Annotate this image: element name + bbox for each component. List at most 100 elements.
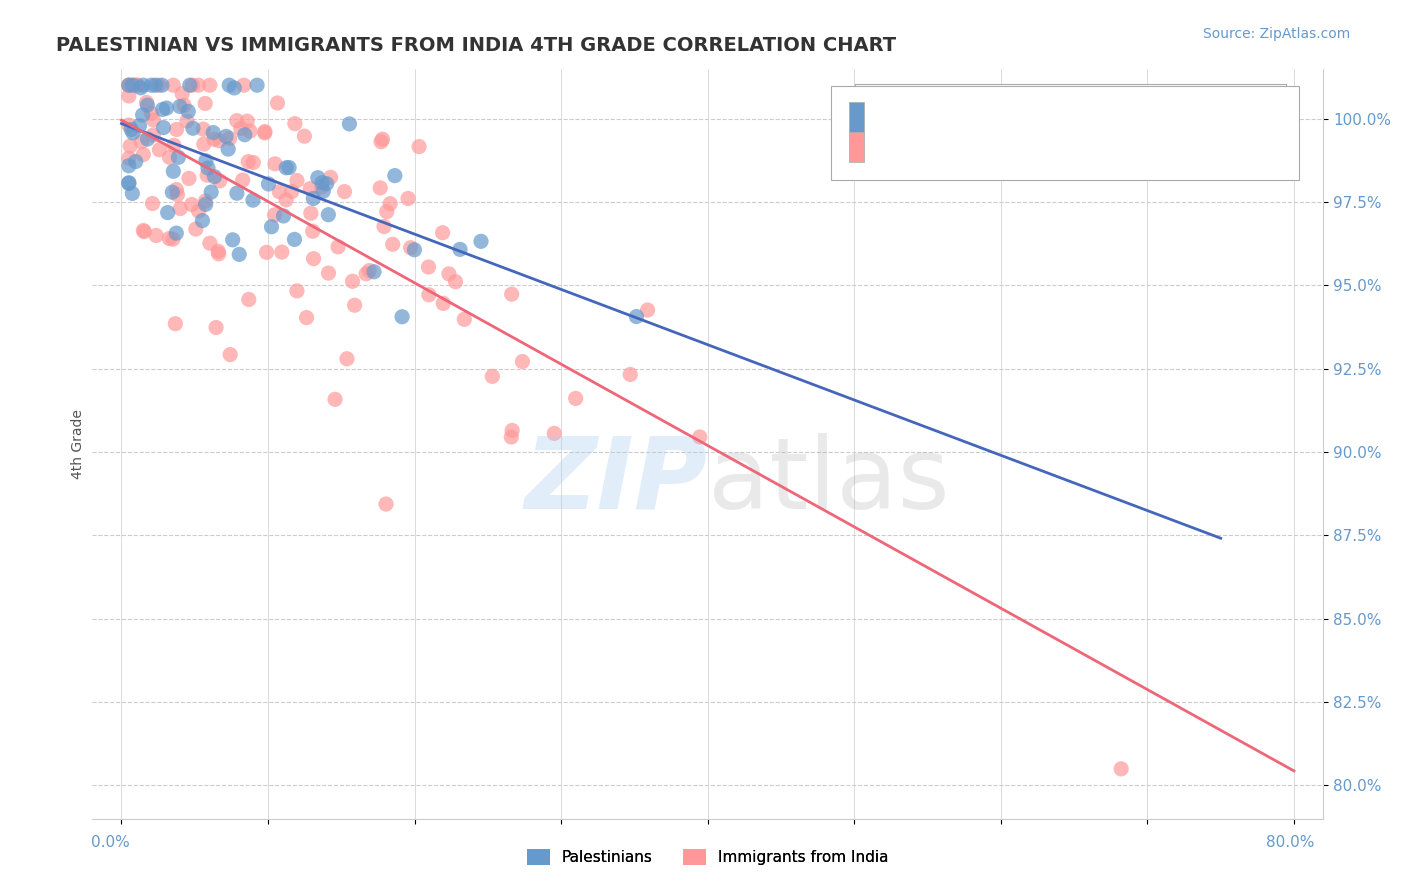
Palestinians [391, 310, 413, 324]
Immigrants from India [173, 98, 195, 112]
Palestinians [242, 193, 264, 207]
Palestinians [162, 164, 184, 178]
Immigrants from India [118, 151, 141, 165]
Immigrants from India [408, 139, 430, 153]
Palestinians [283, 232, 305, 246]
Immigrants from India [253, 126, 276, 140]
FancyBboxPatch shape [849, 103, 865, 132]
Palestinians [191, 213, 214, 227]
Immigrants from India [1109, 762, 1132, 776]
Palestinians [167, 150, 190, 164]
Palestinians [233, 128, 256, 142]
Immigrants from India [208, 134, 231, 148]
Palestinians [318, 208, 340, 222]
Immigrants from India [166, 122, 188, 136]
Immigrants from India [359, 263, 381, 277]
Immigrants from India [225, 113, 247, 128]
Text: 0.0%: 0.0% [91, 836, 131, 850]
Palestinians [118, 177, 141, 191]
Immigrants from India [336, 351, 359, 366]
Immigrants from India [232, 78, 254, 93]
Immigrants from India [205, 320, 228, 334]
Immigrants from India [299, 206, 322, 220]
Immigrants from India [118, 78, 141, 93]
Immigrants from India [194, 194, 217, 208]
Immigrants from India [229, 121, 252, 136]
Immigrants from India [501, 424, 523, 438]
Immigrants from India [270, 245, 292, 260]
Immigrants from India [125, 78, 148, 93]
Palestinians [152, 103, 174, 117]
Palestinians [128, 119, 150, 133]
Immigrants from India [375, 497, 398, 511]
Palestinians [194, 197, 217, 211]
Text: 80.0%: 80.0% [1267, 836, 1315, 850]
Palestinians [129, 80, 152, 95]
Immigrants from India [187, 204, 209, 219]
Palestinians [125, 154, 148, 169]
Immigrants from India [564, 392, 586, 406]
Palestinians [218, 78, 240, 93]
Palestinians [449, 243, 471, 257]
Palestinians [169, 99, 191, 113]
Immigrants from India [148, 143, 170, 157]
Immigrants from India [208, 174, 231, 188]
Immigrants from India [481, 369, 503, 384]
Immigrants from India [264, 157, 287, 171]
Immigrants from India [284, 117, 307, 131]
Immigrants from India [333, 185, 356, 199]
Immigrants from India [165, 183, 187, 197]
Immigrants from India [198, 78, 221, 93]
Palestinians [202, 126, 225, 140]
Immigrants from India [381, 237, 404, 252]
Immigrants from India [637, 303, 659, 318]
Immigrants from India [118, 78, 141, 93]
Immigrants from India [141, 106, 163, 120]
Text: atlas: atlas [707, 433, 949, 530]
Immigrants from India [238, 293, 260, 307]
Immigrants from India [343, 298, 366, 312]
Immigrants from India [396, 191, 419, 205]
Palestinians [156, 205, 179, 219]
Immigrants from India [193, 122, 215, 136]
Immigrants from India [418, 287, 440, 301]
Palestinians [136, 132, 159, 146]
Immigrants from India [256, 245, 278, 260]
Palestinians [197, 161, 219, 175]
Palestinians [225, 186, 247, 201]
Palestinians [121, 78, 143, 93]
Immigrants from India [368, 181, 391, 195]
Text: PALESTINIAN VS IMMIGRANTS FROM INDIA 4TH GRADE CORRELATION CHART: PALESTINIAN VS IMMIGRANTS FROM INDIA 4TH… [56, 36, 897, 54]
Immigrants from India [184, 222, 207, 236]
Immigrants from India [157, 231, 180, 245]
Immigrants from India [266, 95, 288, 110]
Immigrants from India [232, 173, 254, 187]
Immigrants from India [208, 247, 231, 261]
Immigrants from India [118, 89, 141, 103]
Immigrants from India [120, 139, 142, 153]
Immigrants from India [619, 368, 641, 382]
Palestinians [162, 185, 184, 199]
Palestinians [215, 129, 238, 144]
Palestinians [194, 153, 217, 168]
Immigrants from India [501, 430, 523, 444]
Immigrants from India [302, 252, 325, 266]
Immigrants from India [131, 135, 153, 149]
Immigrants from India [176, 114, 198, 128]
Immigrants from India [134, 225, 156, 239]
Immigrants from India [373, 219, 395, 234]
Immigrants from India [295, 310, 318, 325]
Immigrants from India [194, 96, 217, 111]
Immigrants from India [172, 87, 194, 101]
Immigrants from India [195, 168, 218, 182]
Palestinians [179, 78, 201, 93]
Palestinians [384, 169, 406, 183]
Immigrants from India [118, 118, 141, 132]
Immigrants from India [512, 354, 534, 368]
Immigrants from India [543, 426, 565, 441]
Immigrants from India [187, 78, 209, 93]
Palestinians [315, 177, 337, 191]
Immigrants from India [145, 228, 167, 243]
Palestinians [246, 78, 269, 93]
Palestinians [276, 161, 298, 175]
